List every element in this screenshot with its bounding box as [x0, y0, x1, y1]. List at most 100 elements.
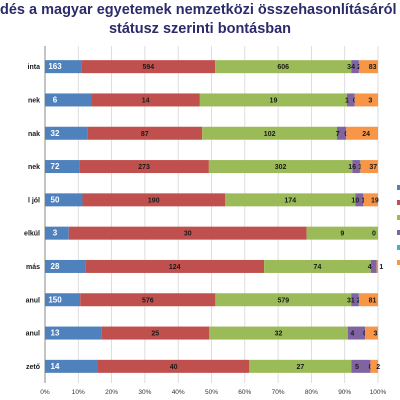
data-label: 32 [51, 129, 60, 138]
bar-segment [215, 60, 352, 74]
data-label: 273 [138, 164, 150, 171]
data-label: 1 [361, 197, 365, 204]
category-label: zető [26, 364, 40, 371]
legend-marker [397, 245, 400, 250]
category-label: más [26, 264, 40, 271]
data-label: 40 [170, 364, 178, 371]
bar-segment [370, 259, 377, 273]
data-label: 2 [376, 364, 380, 371]
data-label: 124 [169, 264, 181, 271]
data-label: 27 [297, 364, 305, 371]
bar-segment [45, 326, 102, 340]
bar-segment [45, 160, 80, 174]
bar-segment [358, 293, 378, 307]
category-label: nek [28, 97, 40, 104]
data-label: 50 [51, 195, 60, 204]
data-label: 30 [184, 231, 192, 238]
data-label: 87 [141, 131, 149, 138]
data-label: 3 [53, 229, 58, 238]
bar-segment [347, 93, 355, 107]
data-label: 72 [51, 162, 60, 171]
bar-segment [45, 259, 86, 273]
data-label: 14 [51, 362, 60, 371]
bar-segment [351, 359, 371, 373]
data-label: 2 [357, 297, 361, 304]
bar-segment [363, 193, 378, 207]
data-label: 9 [340, 231, 344, 238]
bar-segment [352, 160, 360, 174]
bar-segment [215, 293, 352, 307]
data-label: 5 [355, 364, 359, 371]
data-label: 19 [270, 97, 278, 104]
category-label: nek [28, 164, 40, 171]
data-label: 14 [142, 97, 150, 104]
data-label: 28 [51, 262, 60, 271]
category-label: anul [26, 297, 40, 304]
data-label: 3 [368, 97, 372, 104]
legend-marker [397, 230, 400, 235]
bar-segment [351, 293, 359, 307]
category-label: elkül [24, 231, 40, 238]
data-label: 0 [372, 231, 376, 238]
bar-segment [45, 226, 69, 240]
data-label: 74 [314, 264, 322, 271]
data-label: 10 [351, 197, 359, 204]
bar-segment [264, 259, 371, 273]
bar-segment [68, 226, 307, 240]
data-label: 83 [369, 64, 377, 71]
bar-segment [82, 193, 225, 207]
chart-title: dés a magyar egyetemek nemzetközi összeh… [0, 1, 400, 39]
data-label: 102 [264, 131, 276, 138]
data-label: 7 [336, 131, 340, 138]
data-label: 594 [143, 64, 155, 71]
bar-segment [346, 126, 378, 140]
category-labels: inta nek nak nek l jól elkül más anul anul zető [24, 64, 40, 371]
category-label: anul [26, 331, 40, 338]
data-label: 2 [357, 64, 361, 71]
data-label: 37 [369, 164, 377, 171]
data-label: 34 [347, 64, 355, 71]
bar-segment [249, 359, 352, 373]
x-tick-label: 10% [72, 389, 85, 396]
category-label: l jól [28, 197, 40, 204]
bar-segment [347, 326, 366, 340]
data-label: 163 [48, 62, 62, 71]
bar-segment [79, 160, 209, 174]
data-label: 1 [379, 264, 383, 271]
bar-segment [97, 359, 250, 373]
bar-segment [45, 60, 82, 74]
data-label: 1 [358, 164, 362, 171]
data-label: 24 [362, 131, 370, 138]
bar-segment [354, 93, 378, 107]
x-tick-labels: 0% 10% 20% 30% 40% 50% 60% 70% 80% 90% 100% [40, 389, 386, 396]
data-label: 190 [148, 197, 160, 204]
x-tick-label: 70% [272, 389, 285, 396]
x-tick-label: 50% [205, 389, 218, 396]
bar-segment [45, 193, 83, 207]
bar-segment [199, 93, 348, 107]
x-tick-label: 90% [338, 389, 351, 396]
bar-segment [101, 326, 210, 340]
data-label: 4 [368, 264, 372, 271]
data-label: 4 [350, 331, 354, 338]
bar-segment [360, 160, 378, 174]
bar-segment [363, 193, 364, 207]
bar-segment [91, 93, 200, 107]
x-tick-label: 0% [40, 389, 50, 396]
bar-segment [81, 60, 216, 74]
bar-segment [45, 293, 81, 307]
category-label: inta [28, 64, 41, 71]
data-label: 16 [348, 164, 356, 171]
bar-segment [208, 160, 353, 174]
x-tick-label: 30% [138, 389, 151, 396]
data-label: 6 [53, 95, 58, 104]
data-label: 1 [345, 97, 349, 104]
bar-segment [337, 126, 347, 140]
data-label: 81 [369, 297, 377, 304]
bar-segment [45, 126, 88, 140]
bar-segment [370, 359, 378, 373]
bar-segment [306, 226, 378, 240]
bar-segment [351, 60, 359, 74]
bar-segment [365, 326, 378, 340]
chart-title-line2: státusz szerinti bontásban [108, 21, 292, 37]
